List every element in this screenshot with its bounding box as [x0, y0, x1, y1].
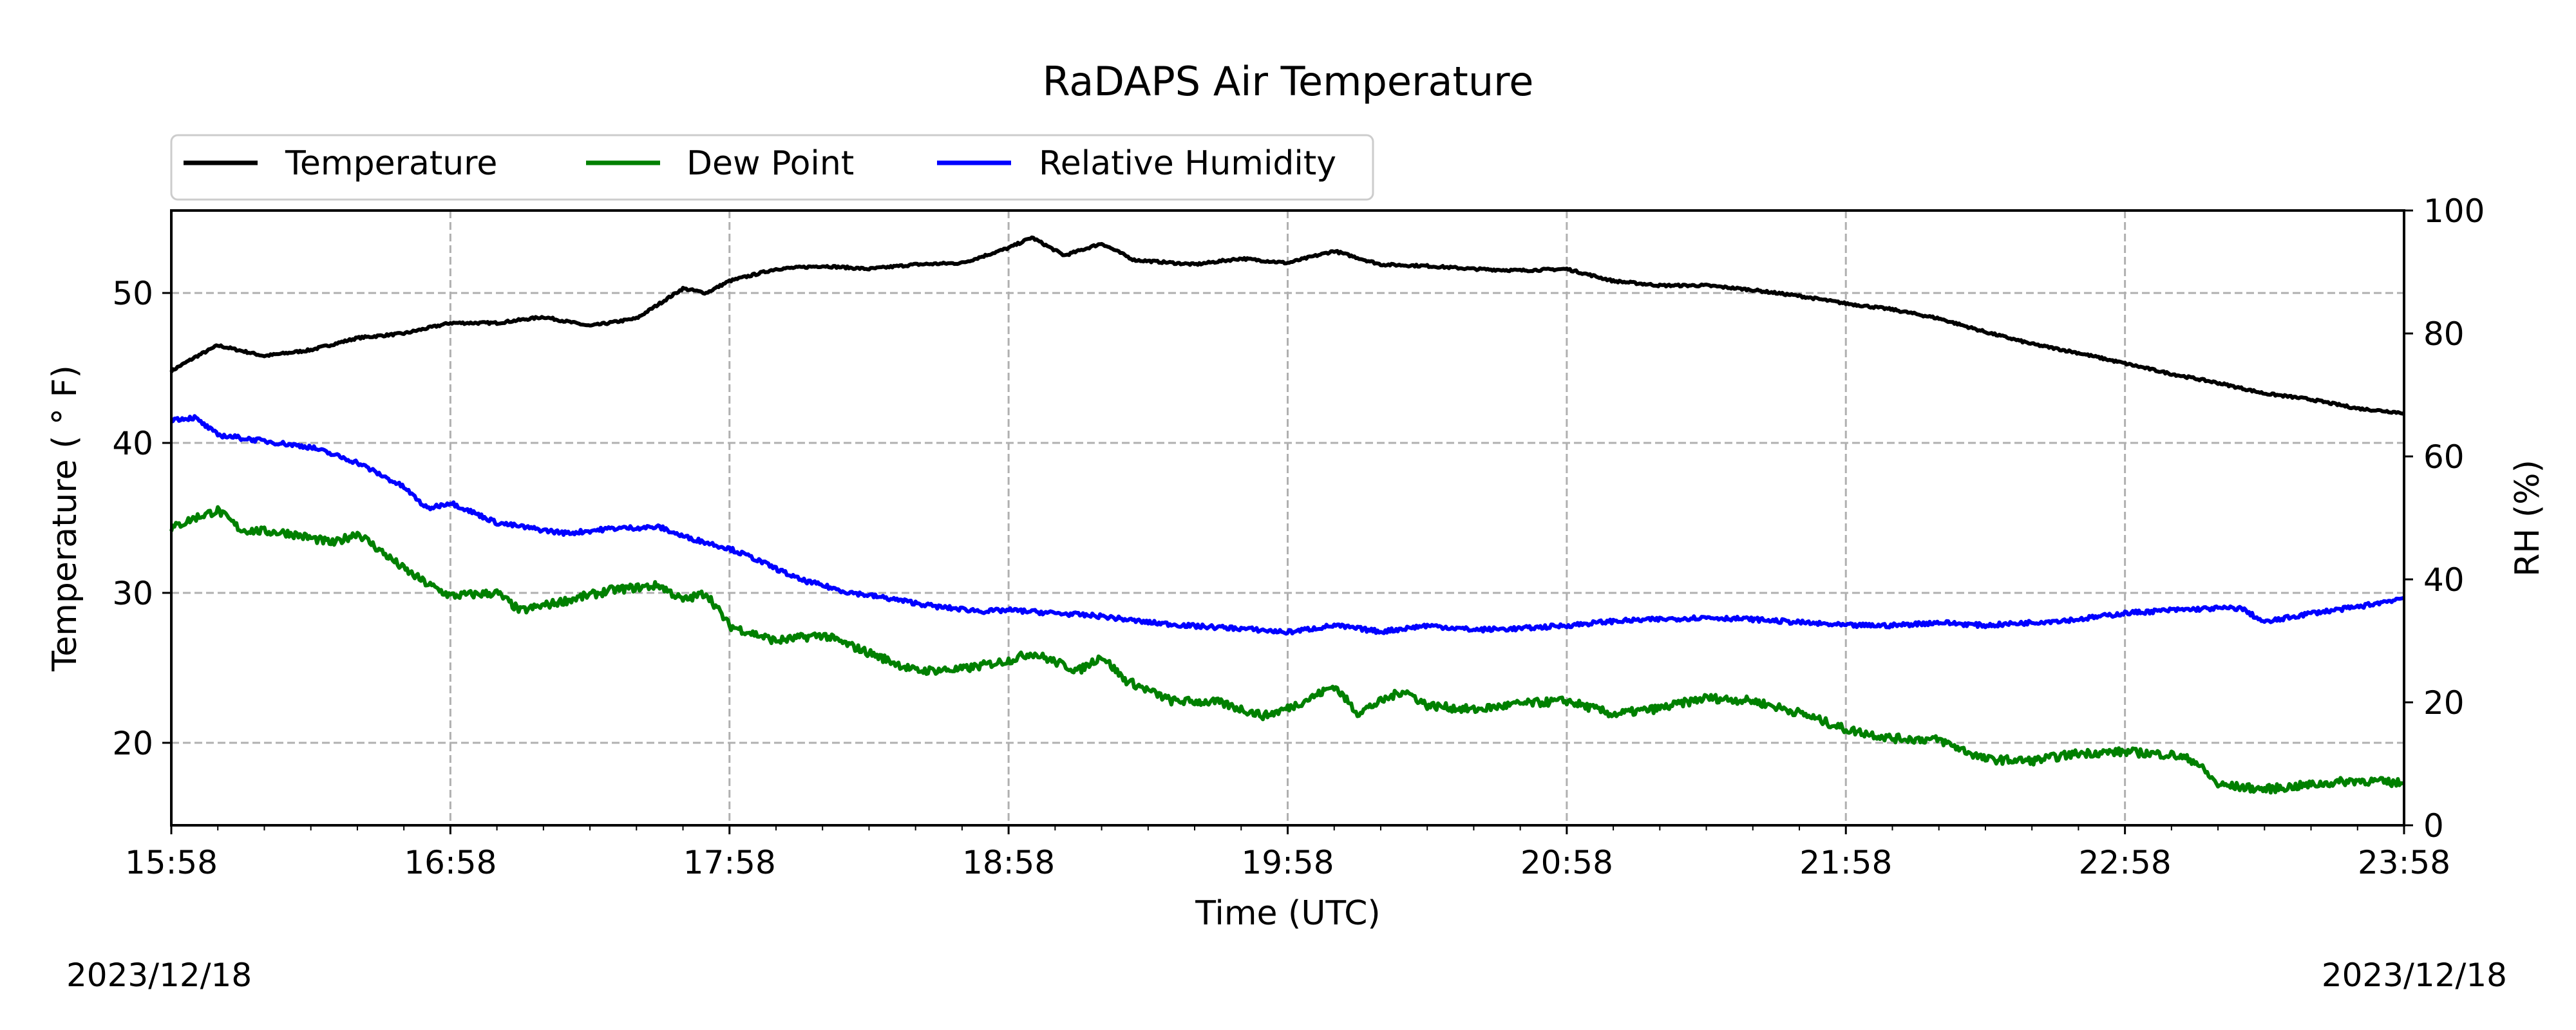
y2-tick-label: 100	[2423, 192, 2485, 230]
y2-tick-label: 80	[2423, 315, 2465, 353]
end-date-label: 2023/12/18	[2322, 957, 2507, 994]
y-axis-right: 0 20 40 60 80 100	[2404, 192, 2485, 845]
legend: Temperature Dew Point Relative Humidity	[170, 134, 1374, 201]
series-line-relative-humidity	[171, 414, 2405, 636]
x-tick-label: 18:58	[962, 844, 1055, 881]
y-tick-label: 40	[112, 425, 153, 462]
x-tick-label: 19:58	[1241, 844, 1334, 881]
chart-title: RaDAPS Air Temperature	[1043, 58, 1534, 105]
y2-tick-label: 20	[2423, 684, 2465, 722]
x-tick-label: 15:58	[125, 844, 218, 881]
y-axis-label: Temperature ( ° F)	[46, 365, 84, 671]
legend-label-relative-humidity: Relative Humidity	[1039, 144, 1336, 183]
series-line-temperature	[169, 235, 2405, 416]
x-tick-label: 20:58	[1520, 844, 1613, 881]
y2-tick-label: 0	[2423, 807, 2444, 845]
x-tick-label: 17:58	[683, 844, 776, 881]
start-date-label: 2023/12/18	[66, 957, 252, 994]
grid	[171, 211, 2404, 825]
x-tick-label: 21:58	[1799, 844, 1892, 881]
y-axis-left: 20 30 40 50	[112, 275, 171, 762]
legend-label-temperature: Temperature	[285, 144, 497, 183]
series-line-dew-point	[169, 505, 2405, 795]
y-tick-label: 50	[112, 275, 153, 312]
x-tick-label: 23:58	[2358, 844, 2450, 881]
y2-tick-label: 40	[2423, 561, 2465, 599]
y-tick-label: 30	[112, 575, 153, 612]
x-tick-label: 16:58	[404, 844, 497, 881]
x-axis: 15:58 16:58 17:58 18:58 19:58 20:58 21:58 22:58…	[125, 825, 2450, 881]
y2-axis-label: RH (%)	[2508, 460, 2547, 577]
series-group	[169, 235, 2405, 795]
y-tick-label: 20	[112, 725, 153, 762]
x-axis-label: Time (UTC)	[1195, 894, 1380, 933]
y2-tick-label: 60	[2423, 438, 2465, 476]
legend-frame	[170, 134, 1374, 201]
x-tick-label: 22:58	[2079, 844, 2172, 881]
legend-label-dew-point: Dew Point	[687, 144, 854, 183]
